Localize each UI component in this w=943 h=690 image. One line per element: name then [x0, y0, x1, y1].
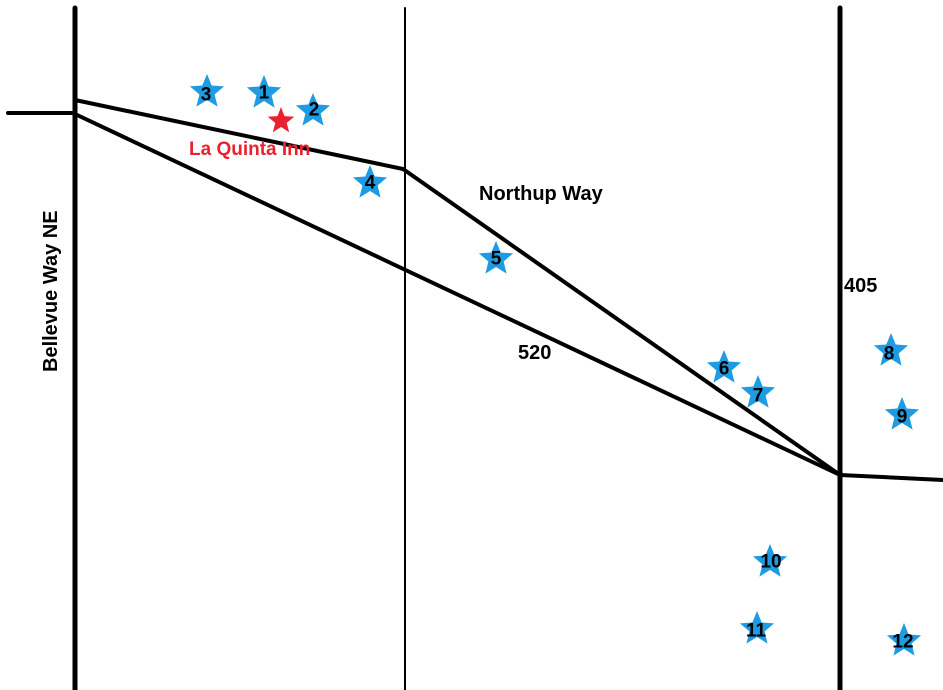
marker-number: 6: [719, 359, 730, 380]
blue-star-icon: [246, 75, 282, 108]
red-star-icon: [267, 107, 295, 133]
marker-number: 12: [892, 632, 913, 653]
marker-12[interactable]: 12: [886, 623, 922, 656]
bellevue-way-label: Bellevue Way NE: [40, 210, 62, 372]
marker-number: 4: [365, 173, 376, 194]
marker-number: 10: [760, 552, 781, 573]
hotel-label: La Quinta Inn: [189, 139, 310, 160]
marker-number: 2: [309, 100, 320, 121]
marker-7[interactable]: 7: [740, 375, 776, 408]
marker-number: 11: [746, 621, 767, 642]
blue-star-icon: [189, 74, 225, 107]
marker-number: 1: [259, 83, 270, 104]
marker-10[interactable]: 10: [752, 544, 788, 577]
marker-9[interactable]: 9: [884, 397, 920, 430]
marker-number: 5: [491, 249, 502, 270]
northup-way-road: [73, 98, 842, 477]
marker-5[interactable]: 5: [478, 241, 514, 274]
markers: 1 2 3 4 5 6 7: [189, 74, 922, 656]
marker-8[interactable]: 8: [873, 333, 909, 366]
marker-number: 7: [753, 386, 764, 407]
blue-star-icon: [352, 165, 388, 198]
sr520-road: [73, 112, 842, 477]
marker-2[interactable]: 2: [295, 93, 331, 126]
blue-star-icon: [295, 93, 331, 126]
marker-3[interactable]: 3: [189, 74, 225, 107]
northup-way-label: Northup Way: [479, 183, 604, 205]
blue-star-icon: [886, 623, 922, 656]
marker-number: 9: [897, 407, 908, 428]
east-stub-road: [838, 473, 943, 482]
marker-number: 3: [201, 85, 212, 106]
marker-6[interactable]: 6: [706, 350, 742, 383]
marker-11[interactable]: 11: [739, 611, 775, 644]
blue-star-icon: [884, 397, 920, 430]
blue-star-icon: [873, 333, 909, 366]
marker-1[interactable]: 1: [246, 75, 282, 108]
blue-star-icon: [478, 241, 514, 274]
marker-4[interactable]: 4: [352, 165, 388, 198]
sr520-label: 520: [518, 342, 551, 364]
road-labels: Bellevue Way NE Northup Way 520 405: [40, 183, 877, 372]
blue-star-icon: [752, 544, 788, 577]
blue-star-icon: [739, 611, 775, 644]
blue-star-icon: [706, 350, 742, 383]
blue-star-icon: [740, 375, 776, 408]
marker-number: 8: [884, 344, 895, 365]
roads: [6, 5, 943, 690]
hotel-marker[interactable]: La Quinta Inn: [189, 107, 310, 160]
i405-label: 405: [844, 275, 877, 297]
